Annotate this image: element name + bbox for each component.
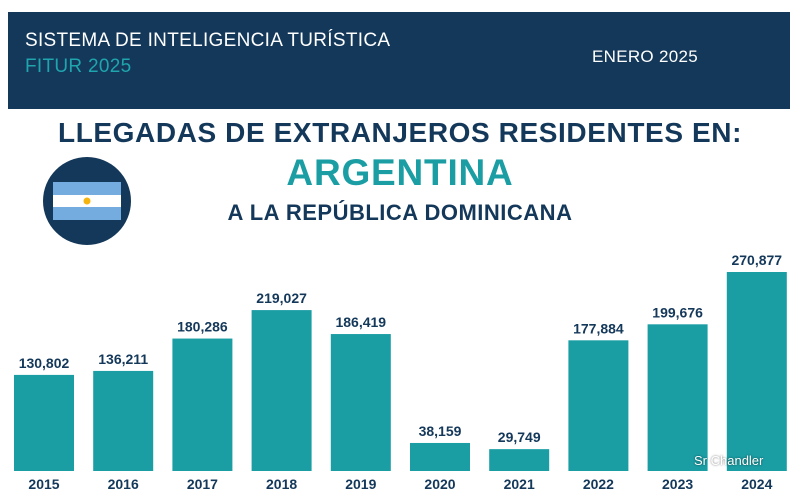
header-subtitle: FITUR 2025 <box>25 56 132 77</box>
category-label: 2018 <box>266 476 297 492</box>
category-label: 2021 <box>504 476 535 492</box>
category-label: 2022 <box>583 476 614 492</box>
bar-2024 <box>726 272 787 471</box>
bar-2015 <box>14 374 74 471</box>
value-label: 219,027 <box>256 290 307 306</box>
value-label: 186,419 <box>335 314 386 330</box>
bar-2018 <box>251 310 312 471</box>
bar-2020 <box>410 442 470 471</box>
value-label: 38,159 <box>419 423 462 439</box>
header-title: SISTEMA DE INTELIGENCIA TURÍSTICA <box>25 30 391 51</box>
value-label: 29,749 <box>498 429 541 445</box>
bar-2022 <box>568 340 629 471</box>
category-label: 2024 <box>741 476 772 492</box>
bar-2019 <box>330 334 391 471</box>
value-label: 136,211 <box>98 351 148 367</box>
header-date: ENERO 2025 <box>592 47 698 66</box>
value-label: 130,802 <box>19 355 70 371</box>
value-label: 177,884 <box>573 320 624 336</box>
bar-2016 <box>93 370 154 471</box>
bar-2017 <box>172 338 233 471</box>
header-banner: SISTEMA DE INTELIGENCIA TURÍSTICA FITUR … <box>8 12 790 109</box>
bar-2023 <box>647 324 708 471</box>
argentina-flag-icon <box>53 182 121 220</box>
flag-badge <box>43 157 131 245</box>
headline-title: LLEGADAS DE EXTRANJEROS RESIDENTES EN: <box>58 117 742 148</box>
category-label: 2019 <box>345 476 376 492</box>
category-label: 2020 <box>424 476 455 492</box>
headline-destination: A LA REPÚBLICA DOMINICANA <box>227 200 573 225</box>
headline-country: ARGENTINA <box>286 152 514 193</box>
category-label: 2017 <box>187 476 218 492</box>
watermark: Sr Chandler <box>694 453 764 468</box>
category-label: 2023 <box>662 476 693 492</box>
category-label: 2016 <box>108 476 139 492</box>
value-label: 180,286 <box>177 319 228 335</box>
category-label: 2015 <box>28 476 59 492</box>
bar-2021 <box>489 449 550 471</box>
value-label: 199,676 <box>652 304 703 320</box>
value-label: 270,877 <box>731 252 782 268</box>
